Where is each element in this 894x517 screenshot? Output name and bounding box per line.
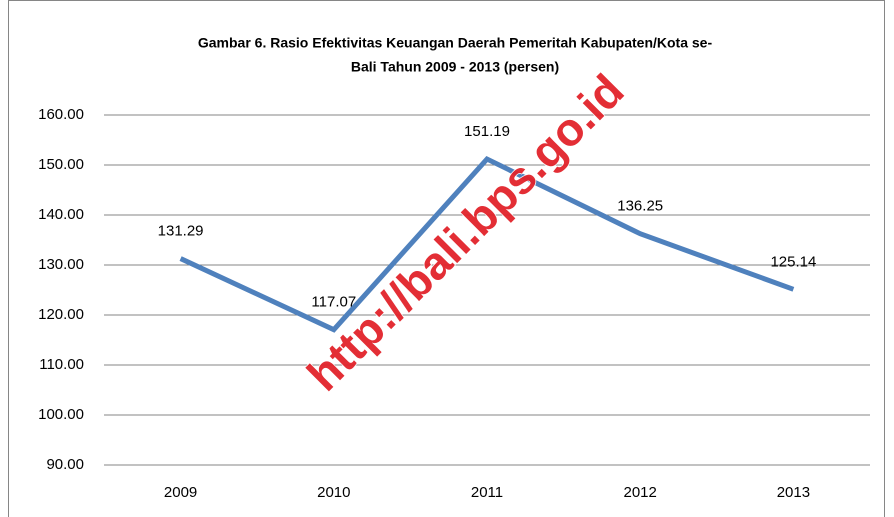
y-tick-label: 160.00: [38, 106, 84, 123]
y-tick-label: 140.00: [38, 206, 84, 223]
chart-title: Gambar 6. Rasio Efektivitas Keuangan Dae…: [198, 35, 713, 51]
x-tick-label: 2012: [624, 484, 657, 501]
x-tick-label: 2013: [777, 484, 810, 501]
x-tick-label: 2009: [164, 484, 197, 501]
y-tick-label: 90.00: [46, 456, 84, 473]
y-tick-label: 100.00: [38, 406, 84, 423]
data-label: 151.19: [464, 123, 510, 140]
y-tick-label: 110.00: [39, 356, 84, 373]
x-tick-label: 2011: [471, 484, 503, 501]
data-label: 125.14: [770, 253, 816, 270]
x-tick-label: 2010: [317, 484, 350, 501]
y-tick-label: 130.00: [38, 256, 84, 273]
chart-title: Bali Tahun 2009 - 2013 (persen): [351, 59, 559, 75]
line: [179, 155, 795, 333]
y-tick-label: 150.00: [38, 156, 84, 173]
plot: 90.00 100.00 110.00 120.00 130.00 140.00 150.0…: [38, 106, 870, 501]
data-label: 136.25: [617, 198, 663, 215]
chart-frame: [8, 0, 885, 517]
data-label: 117.07: [311, 294, 356, 311]
data-label: 131.29: [158, 223, 204, 240]
y-tick-label: 120.00: [38, 306, 84, 323]
